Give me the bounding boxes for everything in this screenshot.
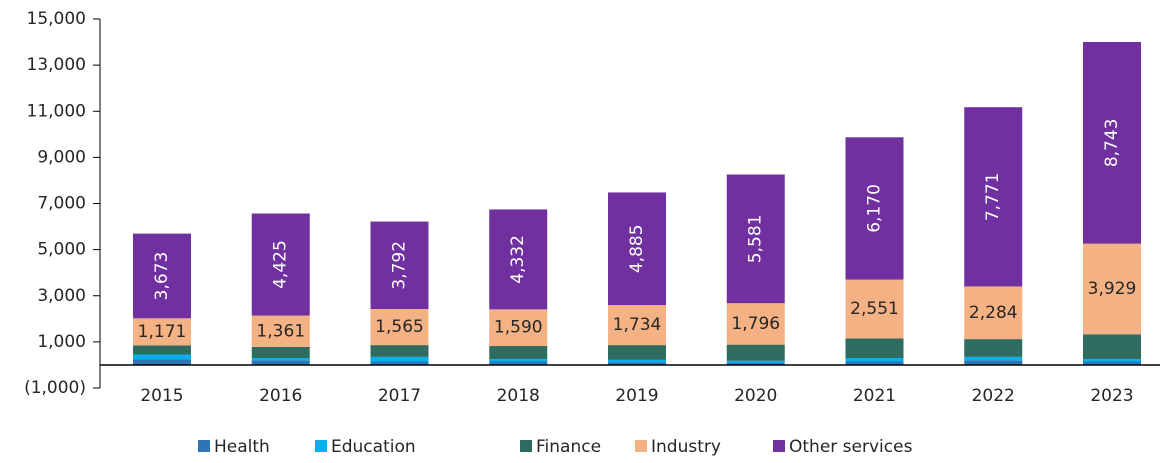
bar-segment xyxy=(370,356,429,362)
bar-segment xyxy=(133,359,191,365)
bar-segment xyxy=(370,345,429,357)
bar-segment xyxy=(370,309,429,346)
legend-swatch xyxy=(198,440,210,452)
bar-segment xyxy=(133,233,191,319)
data-label: 1,171 xyxy=(138,322,187,342)
bar-segment xyxy=(726,303,785,345)
bar-segment xyxy=(489,361,548,365)
x-tick-label: 2016 xyxy=(259,386,302,406)
data-label: 2,551 xyxy=(850,299,899,319)
bar-segment xyxy=(1083,334,1141,360)
bar-segment xyxy=(608,345,666,360)
bar-segment xyxy=(489,346,548,360)
bar-segment xyxy=(845,358,904,362)
bar-segment xyxy=(964,360,1023,365)
legend-label: Health xyxy=(214,437,270,457)
y-tick-label: 7,000 xyxy=(37,194,86,214)
y-tick-label: (1,000) xyxy=(24,378,86,398)
legend-swatch xyxy=(635,440,647,452)
bar-segment xyxy=(1083,243,1141,335)
legend-label: Finance xyxy=(536,437,601,457)
bar-segment xyxy=(133,318,191,346)
bar-segment xyxy=(608,362,666,365)
bar-segment xyxy=(845,338,904,359)
bar-segment xyxy=(489,359,548,362)
bar-segment xyxy=(964,356,1023,361)
bar-segment xyxy=(489,209,548,310)
data-label: 1,796 xyxy=(731,314,780,334)
x-tick-label: 2022 xyxy=(972,386,1015,406)
x-tick-label: 2017 xyxy=(378,386,421,406)
legend-label: Other services xyxy=(789,437,913,457)
data-label: 3,673 xyxy=(152,252,172,301)
bar-segment xyxy=(608,359,666,363)
x-tick-label: 2023 xyxy=(1090,386,1133,406)
data-label: 4,885 xyxy=(627,224,647,273)
y-tick-label: 11,000 xyxy=(27,101,86,121)
x-tick-label: 2015 xyxy=(140,386,183,406)
bar-segment xyxy=(489,309,548,347)
data-label: 3,929 xyxy=(1088,279,1137,299)
bar-segment xyxy=(251,315,310,347)
bar-segment xyxy=(726,362,785,365)
data-label: 1,565 xyxy=(375,317,424,337)
bar-segment xyxy=(370,361,429,365)
legend-label: Education xyxy=(331,437,416,457)
y-tick-label: 13,000 xyxy=(27,55,86,75)
legend-swatch xyxy=(520,440,532,452)
bar-segment xyxy=(1083,359,1141,362)
bar-segment xyxy=(845,361,904,365)
data-label: 3,792 xyxy=(390,241,410,290)
x-tick-label: 2021 xyxy=(853,386,896,406)
legend-label: Industry xyxy=(651,437,721,457)
x-tick-label: 2019 xyxy=(615,386,658,406)
y-tick-label: 1,000 xyxy=(37,332,86,352)
x-tick-label: 2018 xyxy=(497,386,540,406)
data-label: 1,590 xyxy=(494,318,543,338)
y-tick-label: 3,000 xyxy=(37,286,86,306)
legend-swatch xyxy=(773,440,785,452)
bar-segment xyxy=(845,279,904,339)
bar-segment xyxy=(726,344,785,361)
data-label: 8,743 xyxy=(1102,118,1122,167)
bar-segment xyxy=(726,174,785,304)
bar-segment xyxy=(1083,42,1141,244)
bar-segment xyxy=(133,345,191,355)
data-label: 4,332 xyxy=(508,235,528,284)
bar-segment xyxy=(251,213,310,316)
data-label: 1,734 xyxy=(613,315,662,335)
bar-segment xyxy=(370,221,429,310)
bar-segment xyxy=(964,107,1023,287)
bar-segment xyxy=(251,358,310,361)
x-tick-label: 2020 xyxy=(734,386,777,406)
y-tick-label: 15,000 xyxy=(27,9,86,29)
bar-segment xyxy=(251,346,310,359)
bar-segment xyxy=(1083,361,1141,365)
data-label: 4,425 xyxy=(271,240,291,289)
y-tick-label: 9,000 xyxy=(37,147,86,167)
bar-segment xyxy=(251,360,310,365)
data-label: 1,361 xyxy=(256,321,305,341)
data-label: 6,170 xyxy=(865,184,885,233)
bar-segment xyxy=(608,192,666,306)
data-label: 5,581 xyxy=(746,215,766,264)
legend-swatch xyxy=(315,440,327,452)
y-tick-label: 5,000 xyxy=(37,240,86,260)
bar-segment xyxy=(608,305,666,346)
bar-segment xyxy=(726,360,785,363)
bar-segment xyxy=(845,137,904,280)
data-label: 7,771 xyxy=(983,172,1003,221)
bar-segment xyxy=(964,286,1023,340)
bar-segment xyxy=(133,354,191,360)
data-label: 2,284 xyxy=(969,303,1018,323)
bar-segment xyxy=(964,339,1023,357)
